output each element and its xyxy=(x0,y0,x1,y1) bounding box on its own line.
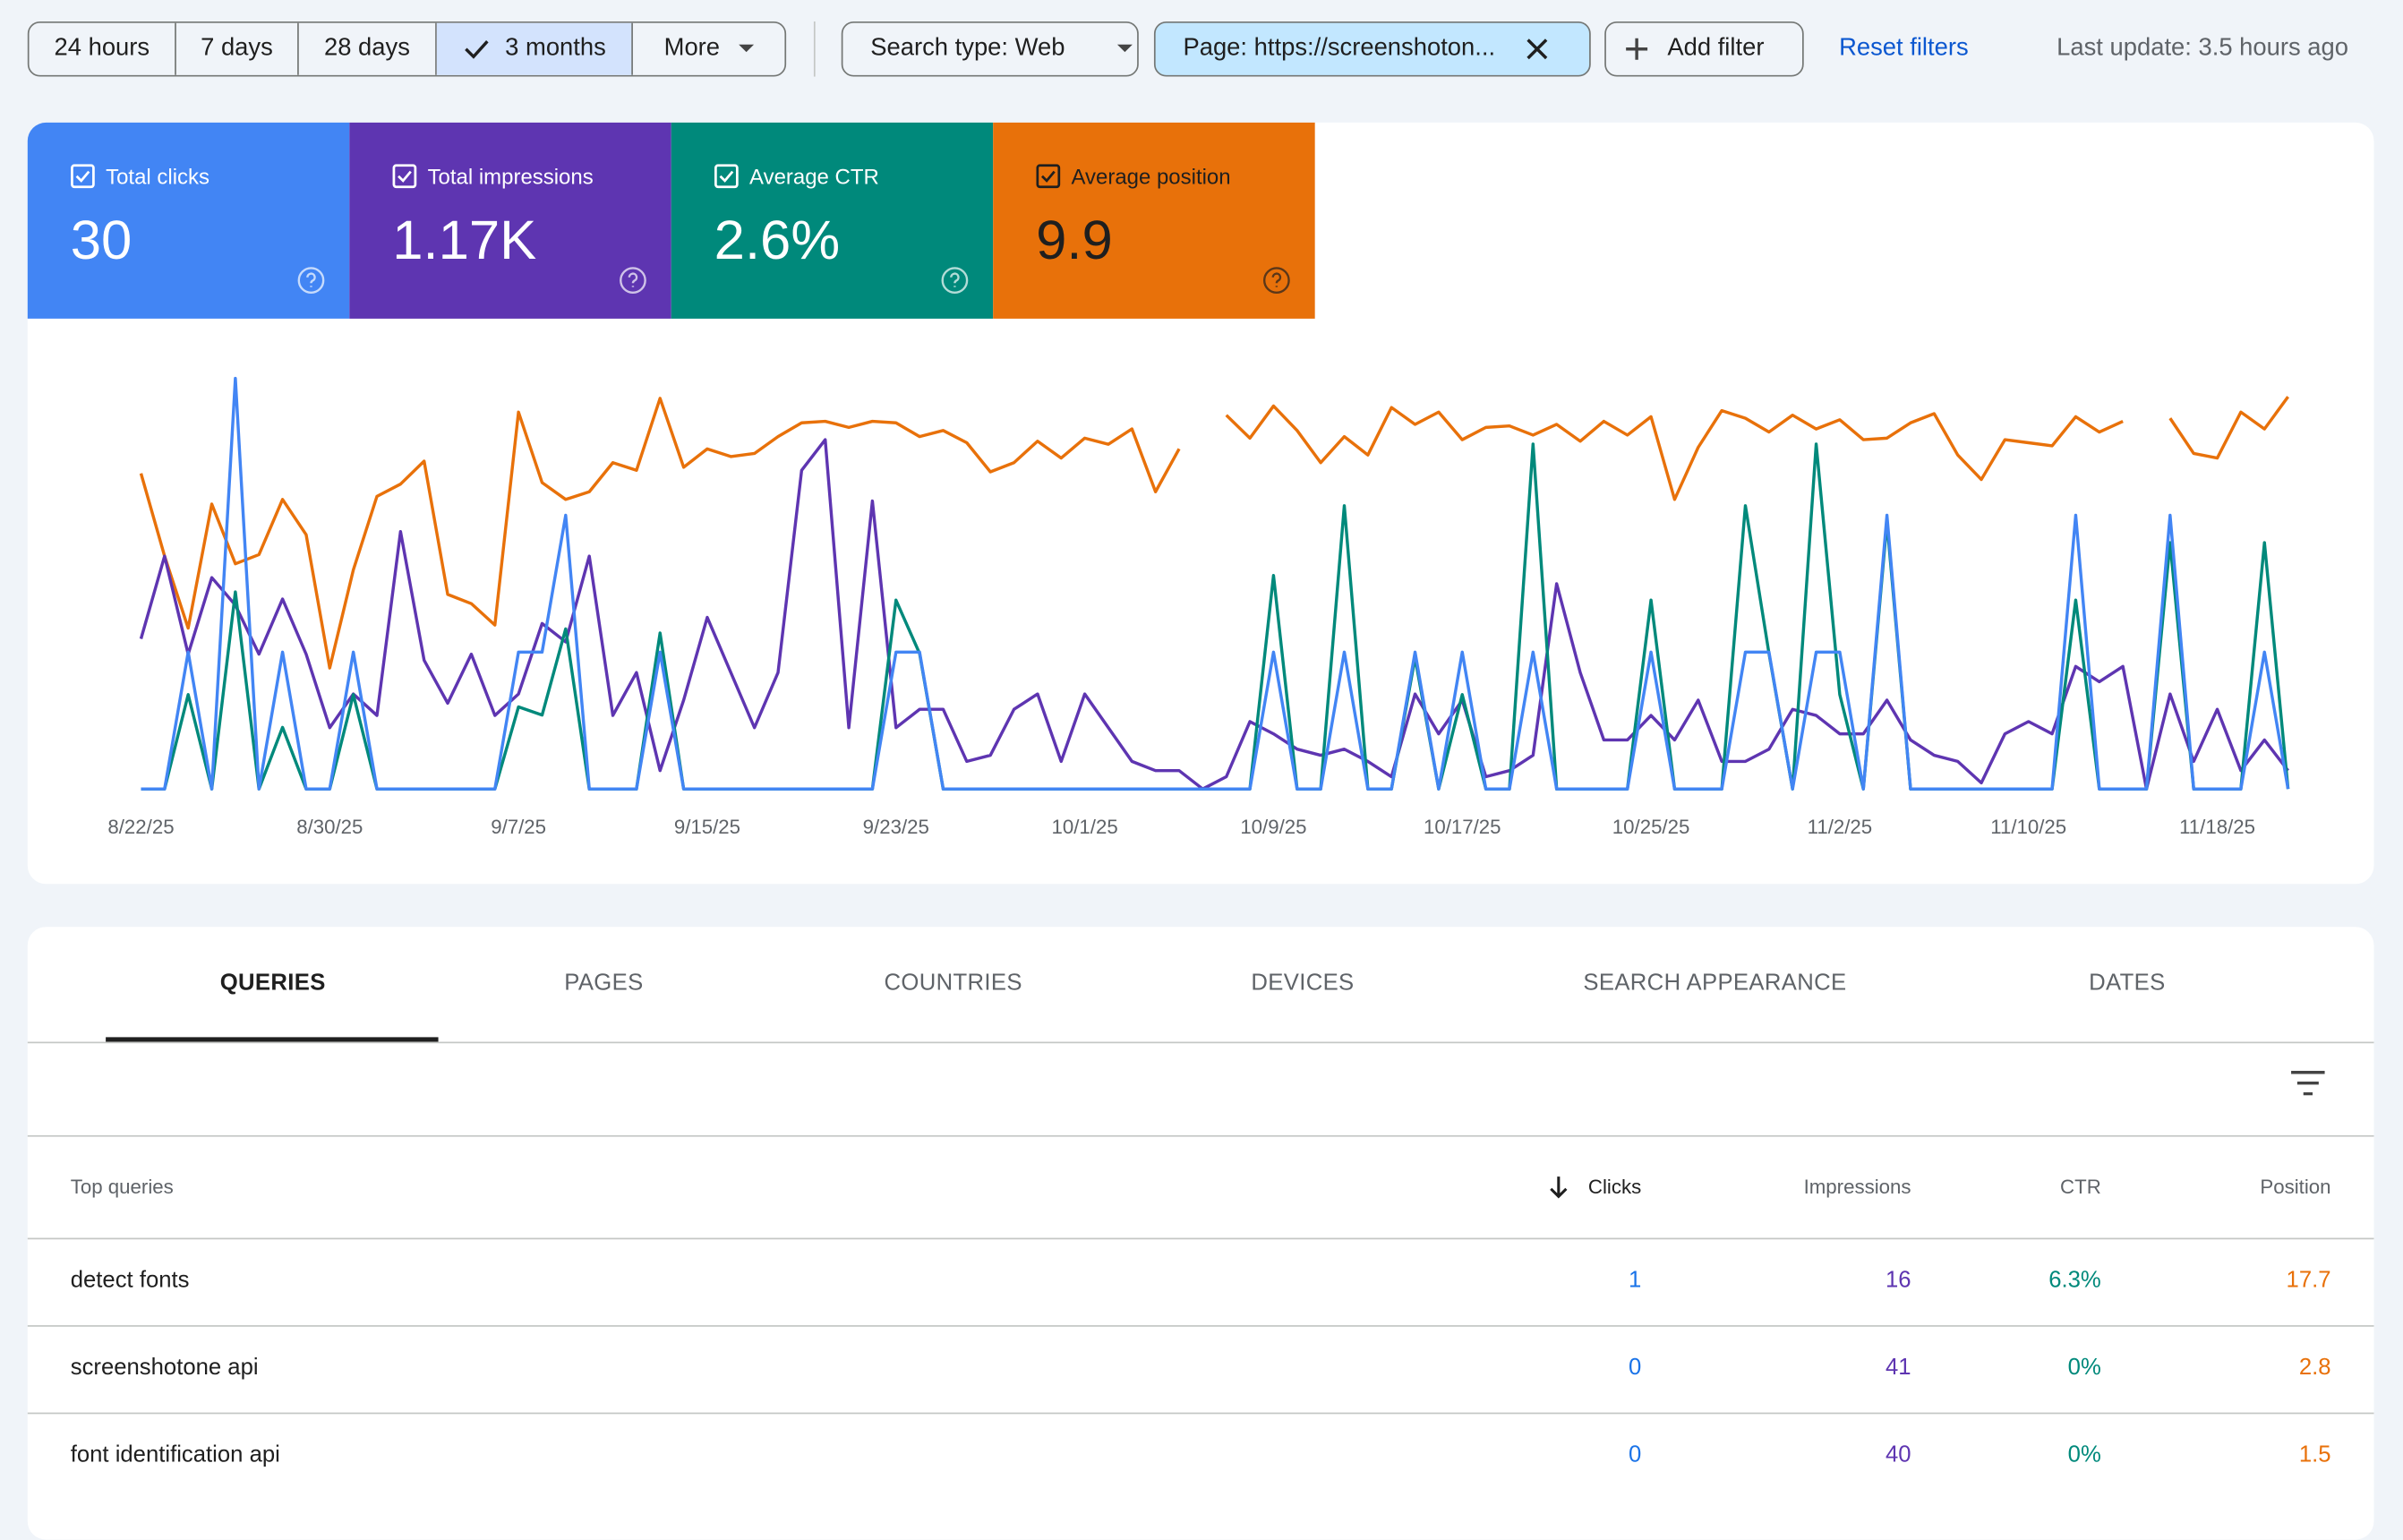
x-tick-label: 10/9/25 xyxy=(1240,816,1306,838)
table-cell: 40 xyxy=(1886,1442,1911,1467)
table-cell: 16 xyxy=(1886,1267,1911,1293)
table-cell: 0 xyxy=(1629,1442,1641,1467)
x-tick-label: 10/25/25 xyxy=(1612,816,1690,838)
table-cell: 0% xyxy=(2068,1355,2101,1381)
tab[interactable]: PAGES xyxy=(564,970,643,996)
tab[interactable]: DATES xyxy=(2089,970,2165,996)
x-tick-label: 9/23/25 xyxy=(863,816,929,838)
table-cell: 1 xyxy=(1629,1267,1641,1293)
x-tick-label: 11/18/25 xyxy=(2179,816,2255,838)
table-cell: 1.5 xyxy=(2299,1442,2331,1467)
table-card xyxy=(28,927,2374,1539)
x-tick-label: 9/15/25 xyxy=(674,816,740,838)
divider xyxy=(28,1042,2374,1044)
x-tick-label: 10/17/25 xyxy=(1424,816,1501,838)
column-header: Position xyxy=(2260,1175,2330,1198)
table-cell: 0% xyxy=(2068,1442,2101,1467)
table-cell: screenshotone api xyxy=(71,1355,259,1381)
x-tick-label: 10/1/25 xyxy=(1052,816,1118,838)
x-tick-label: 11/10/25 xyxy=(1990,816,2066,838)
table-cell: 6.3% xyxy=(2048,1267,2101,1293)
series-line xyxy=(141,444,2288,789)
app: 24 hours 7 days 28 days 3 months More Se… xyxy=(0,0,2403,1495)
x-tick-label: 8/22/25 xyxy=(107,816,174,838)
divider xyxy=(28,1238,2374,1240)
body: {"toolbar":{"ranges":["24 hours","7 days… xyxy=(0,0,2403,1495)
series-line xyxy=(141,397,2288,668)
divider xyxy=(28,1413,2374,1415)
divider xyxy=(28,1325,2374,1327)
table-cell: 0 xyxy=(1629,1355,1641,1381)
x-tick-label: 11/2/25 xyxy=(1808,816,1873,838)
table-cell: 2.8 xyxy=(2299,1355,2331,1381)
series-line xyxy=(141,379,2288,790)
column-header: CTR xyxy=(2060,1175,2101,1198)
tab[interactable]: QUERIES xyxy=(220,970,326,996)
tab[interactable]: SEARCH APPEARANCE xyxy=(1583,970,1846,996)
tab[interactable]: COUNTRIES xyxy=(885,970,1022,996)
table-cell: 41 xyxy=(1886,1355,1911,1381)
sort-arrow xyxy=(1548,1175,1569,1199)
table-cell: 17.7 xyxy=(2287,1267,2331,1293)
tab[interactable]: DEVICES xyxy=(1251,970,1354,996)
table-cell: font identification api xyxy=(71,1442,280,1467)
column-header: Top queries xyxy=(71,1175,174,1198)
page: Search performance html,body{margin:0;pa… xyxy=(0,0,2403,1495)
x-tick-label: 9/7/25 xyxy=(491,816,546,838)
column-header: Clicks xyxy=(1588,1175,1641,1198)
divider xyxy=(28,1135,2374,1137)
column-header: Impressions xyxy=(1804,1175,1911,1198)
series-line xyxy=(141,440,2288,789)
table-cell: detect fonts xyxy=(71,1267,190,1293)
x-tick-label: 8/30/25 xyxy=(296,816,363,838)
chart: 8/22/25 8/30/25 9/7/25 9/15/25 9/23/25 10/1/2… xyxy=(0,0,2403,920)
filter-icon[interactable] xyxy=(2291,1071,2325,1095)
